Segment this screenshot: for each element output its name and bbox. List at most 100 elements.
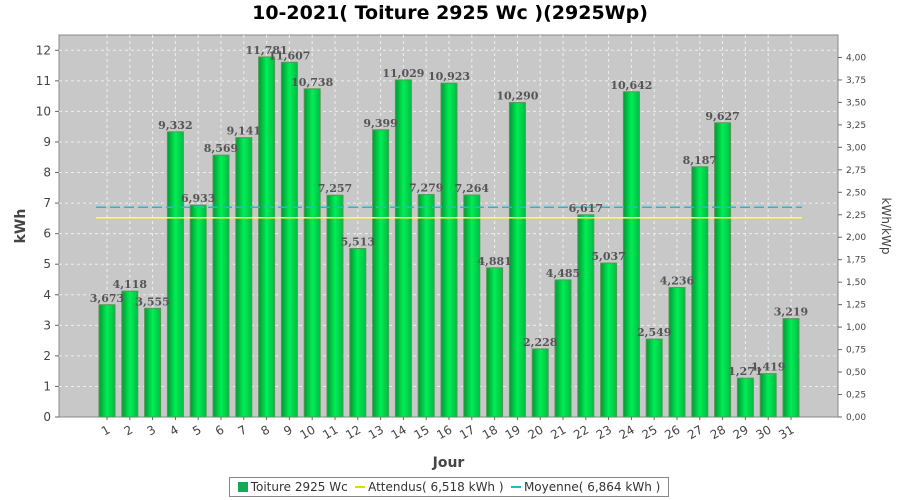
data-label: 2,549: [637, 326, 671, 339]
bar: [303, 88, 321, 418]
data-label: 8,187: [683, 154, 717, 167]
y2-tick-label: 3,75: [846, 76, 866, 86]
y2-tick-label: 0,50: [846, 368, 866, 378]
bar: [349, 248, 367, 418]
x-tick-label: 10: [297, 422, 317, 442]
x-tick-label: 18: [480, 422, 500, 442]
x-tick-label: 21: [548, 422, 568, 442]
bar: [144, 307, 162, 418]
bar: [486, 267, 504, 418]
x-tick-label: 26: [662, 422, 682, 442]
bar: [417, 194, 435, 418]
data-label: 10,738: [291, 76, 333, 89]
data-label: 9,399: [363, 117, 397, 130]
x-tick-label: 4: [167, 422, 181, 438]
x-tick-label: 29: [731, 422, 751, 442]
bar: [166, 131, 184, 418]
data-label: 6,933: [181, 192, 215, 205]
bar: [577, 214, 595, 418]
data-label: 7,257: [318, 182, 352, 195]
x-tick-label: 12: [343, 422, 363, 442]
x-tick-label: 15: [411, 422, 431, 442]
x-tick-label: 31: [776, 422, 796, 442]
data-label: 3,219: [774, 306, 808, 319]
x-tick-label: 2: [122, 422, 136, 438]
bar: [668, 287, 686, 418]
y-tick-label: 4: [43, 288, 51, 302]
data-label: 7,279: [409, 182, 443, 195]
bar: [736, 377, 754, 418]
data-label: 4,118: [113, 278, 148, 291]
y2-tick-label: 0,25: [846, 391, 866, 401]
y2-tick-label: 0,75: [846, 346, 866, 356]
x-tick-label: 1: [99, 422, 113, 438]
y2-tick-label: 3,00: [846, 143, 866, 153]
x-tick-label: 25: [639, 422, 659, 442]
data-label: 3,673: [90, 292, 124, 305]
data-label: 2,228: [523, 336, 558, 349]
x-tick-label: 7: [236, 422, 250, 438]
legend: Toiture 2925 Wc Attendus( 6,518 kWh ) Mo…: [229, 477, 669, 497]
bar: [121, 290, 139, 418]
y-tick-label: 0: [43, 410, 51, 424]
data-label: 10,923: [428, 70, 470, 83]
bar: [645, 338, 663, 418]
y-axis-title: kWh: [13, 209, 29, 244]
data-label: 7,264: [455, 182, 490, 195]
y2-tick-label: 3,50: [846, 98, 866, 108]
y2-tick-label: 2,50: [846, 188, 866, 198]
x-axis-title: Jour: [432, 455, 465, 471]
x-tick-label: 22: [571, 422, 591, 442]
bar: [258, 56, 276, 418]
bar: [235, 137, 253, 418]
data-label: 11,781: [246, 44, 288, 57]
legend-item-bars: Toiture 2925 Wc: [237, 480, 348, 494]
bar: [280, 61, 298, 418]
y2-tick-label: 1,00: [846, 323, 866, 333]
bar: [394, 79, 412, 418]
x-tick-label: 30: [753, 422, 773, 442]
bar: [691, 166, 709, 418]
y-tick-label: 12: [36, 43, 51, 57]
bar: [600, 262, 618, 418]
y2-tick-label: 3,25: [846, 121, 866, 131]
chart-title: 10-2021( Toiture 2925 Wc )(2925Wp): [252, 2, 648, 24]
bar: [463, 194, 481, 418]
legend-item-expected: Attendus( 6,518 kWh ): [355, 480, 504, 494]
y-tick-label: 5: [43, 257, 51, 271]
y2-axis-title: kWh/kWp: [879, 198, 893, 255]
x-tick-label: 3: [144, 422, 158, 438]
data-label: 10,290: [496, 90, 538, 103]
data-label: 8,569: [204, 142, 238, 155]
y2-tick-label: 1,50: [846, 278, 866, 288]
legend-swatch-bars: [237, 482, 248, 492]
x-tick-label: 6: [213, 422, 227, 438]
y-tick-label: 11: [36, 74, 51, 88]
y-tick-label: 1: [43, 379, 51, 393]
data-label: 4,881: [477, 255, 511, 268]
bar: [372, 129, 390, 418]
x-tick-label: 27: [685, 422, 705, 442]
data-label: 1,419: [751, 361, 785, 374]
data-label: 1,271: [728, 365, 762, 378]
y-tick-label: 3: [43, 318, 51, 332]
bar: [326, 194, 344, 418]
data-label: 4,236: [660, 275, 695, 288]
x-tick-label: 19: [503, 422, 523, 442]
x-tick-label: 11: [320, 422, 340, 442]
y2-tick-label: 1,75: [846, 256, 866, 266]
x-tick-label: 28: [708, 422, 728, 442]
x-tick-label: 24: [617, 422, 637, 442]
y-tick-label: 9: [43, 135, 51, 149]
y-tick-label: 7: [43, 196, 51, 210]
y2-tick-label: 4,00: [846, 53, 866, 63]
bar: [759, 373, 777, 418]
x-tick-label: 20: [525, 422, 545, 442]
y-tick-label: 6: [43, 227, 51, 241]
bar: [98, 304, 116, 418]
data-label: 9,627: [705, 110, 739, 123]
x-tick-label: 13: [366, 422, 386, 442]
y-tick-label: 8: [43, 166, 51, 180]
data-label: 5,037: [591, 250, 625, 263]
